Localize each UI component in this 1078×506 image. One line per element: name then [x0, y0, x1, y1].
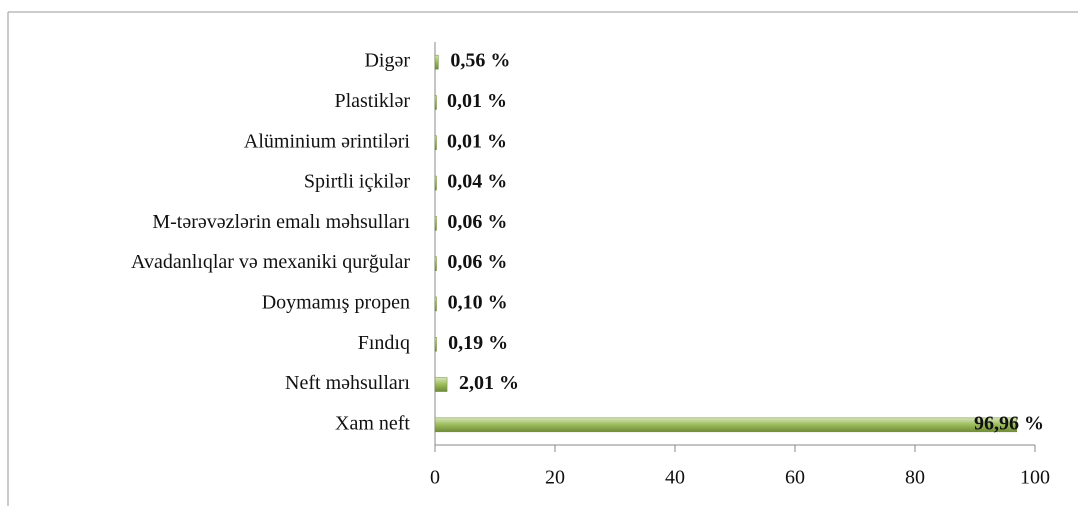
bar [434, 337, 437, 352]
y-tick-label: Plastiklər [334, 90, 410, 112]
y-tick-label: Doymamış propen [262, 292, 410, 314]
y-tick-label: Fındıq [358, 332, 410, 354]
bar [434, 95, 437, 110]
x-tick-label: 0 [430, 467, 440, 489]
data-label: 0,06 % [447, 211, 507, 233]
bar [434, 54, 439, 70]
bar [434, 377, 448, 392]
x-tick-label: 60 [785, 467, 805, 489]
x-tick-label: 100 [1020, 467, 1050, 489]
x-tick-label: 20 [545, 467, 565, 489]
data-label: 0,19 % [448, 332, 508, 354]
y-tick-label: Digər [364, 50, 410, 72]
data-label: 0,01 % [447, 130, 507, 152]
y-tick-label: Xam neft [335, 412, 410, 434]
data-label: 2,01 % [459, 372, 519, 394]
bar [434, 296, 437, 312]
data-label: 96,96 % [974, 412, 1044, 434]
x-tick-label: 80 [905, 467, 925, 489]
data-label: 0,10 % [448, 292, 508, 314]
bar [434, 417, 1018, 433]
data-label: 0,04 % [447, 171, 507, 193]
bar [434, 256, 437, 271]
data-label: 0,56 % [450, 50, 510, 72]
y-tick-label: Avadanlıqlar və mexaniki qurğular [131, 251, 410, 273]
x-tick-label: 40 [665, 467, 685, 489]
y-tick-label: M-tərəvəzlərin emalı məhsulları [152, 211, 410, 233]
y-tick-label: Spirtli içkilər [304, 171, 410, 193]
bar [434, 175, 437, 191]
y-tick-label: Neft məhsulları [285, 372, 410, 394]
bar [434, 135, 437, 150]
data-label: 0,06 % [447, 251, 507, 273]
y-tick-label: Alüminium ərintiləri [244, 130, 411, 152]
data-label: 0,01 % [447, 90, 507, 112]
bar [434, 216, 437, 231]
